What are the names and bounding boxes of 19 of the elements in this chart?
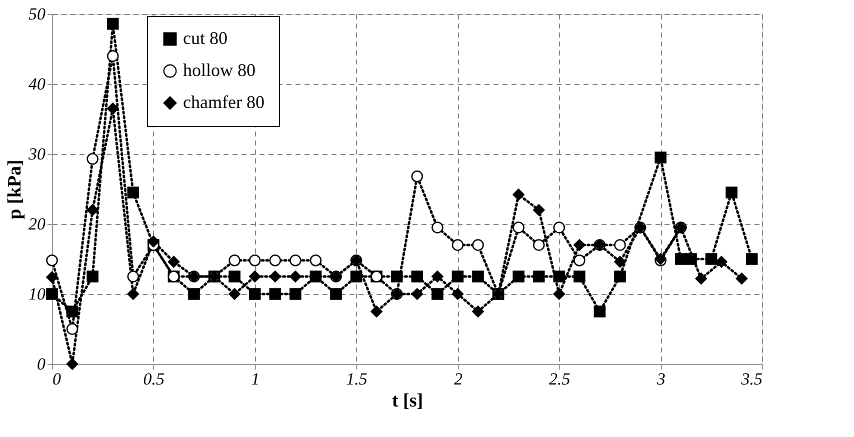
x-axis-title: t [s] (392, 390, 424, 412)
y-tick-label: 50 (28, 4, 46, 24)
x-tick-label: 1.5 (346, 370, 368, 388)
y-tick-label: 30 (28, 144, 46, 164)
y-tick-label: 10 (28, 284, 46, 304)
x-tick-label: 0.5 (143, 370, 165, 388)
y-tick-label: 20 (28, 214, 46, 234)
y-axis-title: p [kPa] (4, 160, 26, 220)
x-tick-label: 1 (251, 370, 260, 388)
x-tick-label: 2.5 (549, 370, 570, 388)
legend-label: chamfer 80 (183, 92, 264, 112)
legend-label: cut 80 (183, 28, 228, 48)
y-tick-label: 0 (37, 354, 46, 374)
x-tick-label: 3.5 (740, 370, 762, 388)
y-tick-label: 40 (28, 74, 46, 94)
x-tick-label: 3 (656, 370, 666, 388)
x-tick-label: 2 (454, 370, 463, 388)
legend-label: hollow 80 (183, 60, 256, 80)
x-tick-label: 0 (52, 370, 62, 388)
